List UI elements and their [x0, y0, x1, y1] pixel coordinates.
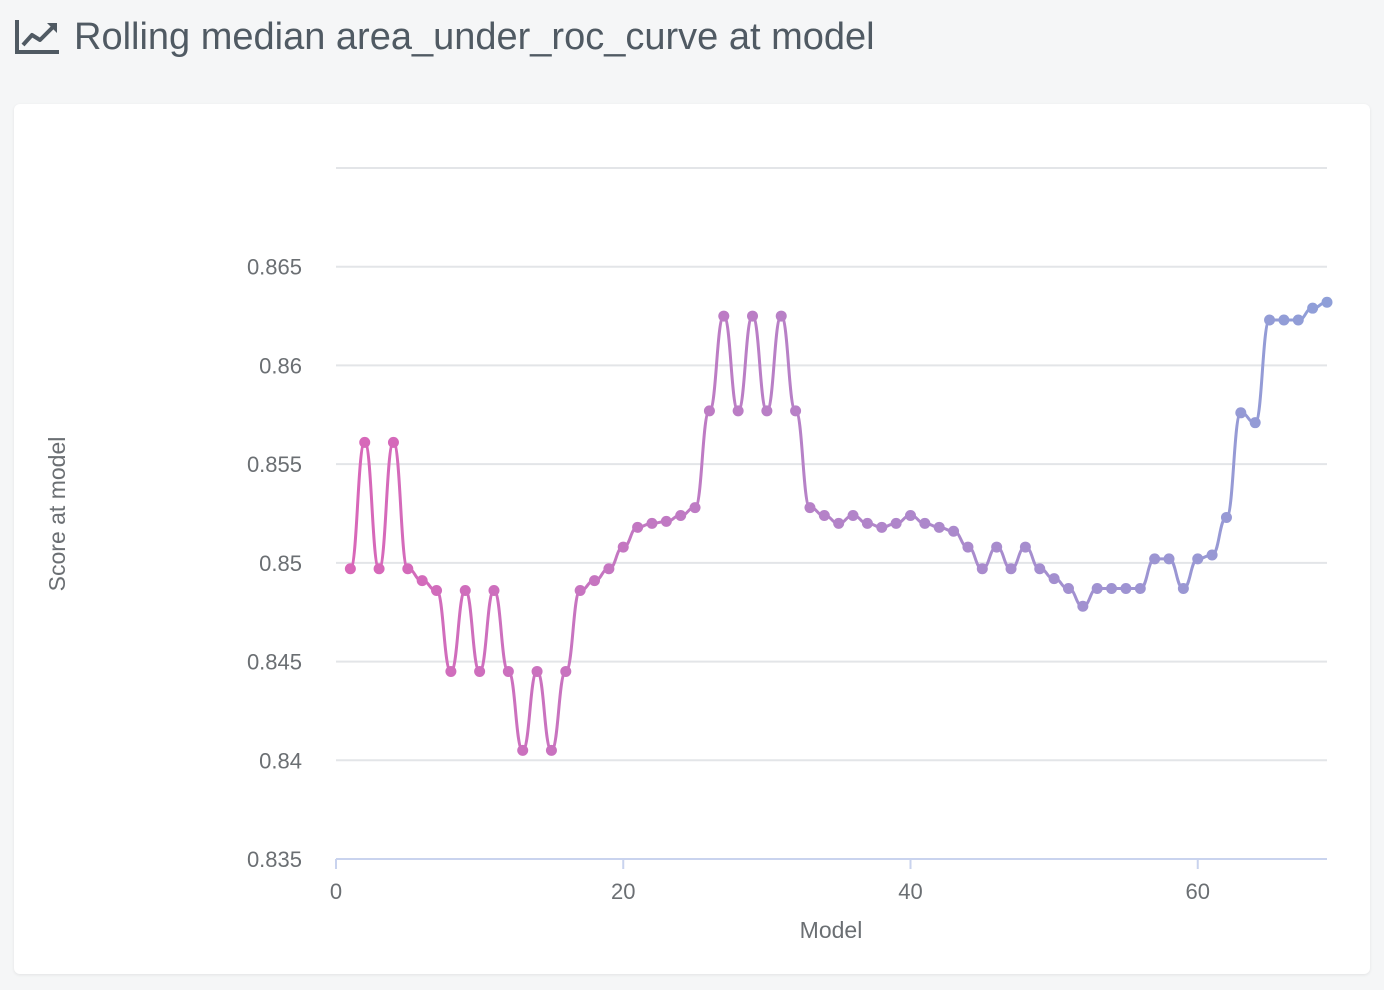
data-point[interactable] — [675, 509, 687, 521]
data-point[interactable] — [344, 563, 356, 575]
data-point[interactable] — [660, 515, 672, 527]
data-point[interactable] — [1120, 583, 1132, 595]
data-points — [344, 296, 1333, 756]
data-point[interactable] — [718, 310, 730, 322]
data-point[interactable] — [416, 575, 428, 587]
data-point[interactable] — [1019, 541, 1031, 553]
data-point[interactable] — [1220, 511, 1232, 523]
data-point[interactable] — [1249, 417, 1261, 429]
data-point[interactable] — [1034, 563, 1046, 575]
data-point[interactable] — [1264, 314, 1276, 326]
page-title: Rolling median area_under_roc_curve at m… — [74, 15, 875, 58]
data-point[interactable] — [1307, 302, 1319, 314]
grid-lines — [336, 167, 1327, 762]
data-point[interactable] — [431, 584, 443, 596]
y-tick-label: 0.845 — [247, 650, 302, 675]
data-point[interactable] — [904, 509, 916, 521]
data-point[interactable] — [1091, 583, 1103, 595]
x-tick-label: 0 — [330, 879, 342, 904]
x-tick-label: 40 — [898, 879, 922, 904]
data-point[interactable] — [933, 521, 945, 533]
data-point[interactable] — [517, 744, 529, 756]
x-axis-ticks: 0 20 40 60 — [330, 859, 1210, 904]
chart-card: 0.835 0.84 0.845 0.85 0.855 0.86 0.865 0 20 40 60… — [14, 104, 1370, 974]
data-point[interactable] — [991, 541, 1003, 553]
data-point[interactable] — [962, 541, 974, 553]
data-point[interactable] — [1077, 600, 1089, 612]
y-tick-label: 0.85 — [259, 551, 302, 576]
data-point[interactable] — [1134, 583, 1146, 595]
line-chart-icon — [15, 20, 59, 54]
x-tick-label: 20 — [611, 879, 635, 904]
x-tick-label: 60 — [1185, 879, 1209, 904]
data-point[interactable] — [488, 584, 500, 596]
line-chart: 0.835 0.84 0.845 0.85 0.855 0.86 0.865 0 20 40 60… — [44, 167, 1333, 943]
data-point[interactable] — [574, 584, 586, 596]
y-tick-label: 0.835 — [247, 847, 302, 872]
data-point[interactable] — [373, 563, 385, 575]
y-tick-label: 0.84 — [259, 748, 302, 773]
data-point[interactable] — [617, 541, 629, 553]
data-point[interactable] — [948, 525, 960, 537]
data-point[interactable] — [531, 665, 543, 677]
data-point[interactable] — [459, 584, 471, 596]
data-point[interactable] — [775, 310, 787, 322]
data-point[interactable] — [1192, 553, 1204, 565]
data-point[interactable] — [603, 563, 615, 575]
data-point[interactable] — [1235, 407, 1247, 419]
data-point[interactable] — [689, 502, 701, 514]
data-point[interactable] — [1278, 314, 1290, 326]
data-point[interactable] — [646, 517, 658, 529]
data-point[interactable] — [1206, 549, 1218, 561]
data-point[interactable] — [1048, 573, 1060, 585]
data-point[interactable] — [890, 517, 902, 529]
data-point[interactable] — [632, 521, 644, 533]
data-point[interactable] — [876, 521, 888, 533]
data-point[interactable] — [1149, 553, 1161, 565]
y-axis-ticks: 0.835 0.84 0.845 0.85 0.855 0.86 0.865 — [247, 255, 302, 872]
data-point[interactable] — [790, 405, 802, 417]
data-point[interactable] — [545, 744, 557, 756]
y-tick-label: 0.855 — [247, 452, 302, 477]
data-point[interactable] — [387, 436, 399, 448]
x-axis-label: Model — [800, 917, 863, 943]
data-point[interactable] — [589, 575, 601, 587]
data-point[interactable] — [445, 665, 457, 677]
data-point[interactable] — [703, 405, 715, 417]
data-point[interactable] — [359, 436, 371, 448]
data-point[interactable] — [1321, 296, 1333, 308]
y-tick-label: 0.86 — [259, 353, 302, 378]
data-point[interactable] — [761, 405, 773, 417]
data-point[interactable] — [804, 502, 816, 514]
data-point[interactable] — [833, 517, 845, 529]
data-point[interactable] — [560, 665, 572, 677]
y-axis-label: Score at model — [44, 437, 70, 592]
data-point[interactable] — [1177, 583, 1189, 595]
data-point[interactable] — [747, 310, 759, 322]
data-point[interactable] — [976, 563, 988, 575]
data-point[interactable] — [1163, 553, 1175, 565]
data-point[interactable] — [847, 509, 859, 521]
data-point[interactable] — [919, 517, 931, 529]
y-tick-label: 0.865 — [247, 255, 302, 280]
data-point[interactable] — [1005, 563, 1017, 575]
data-point[interactable] — [474, 665, 486, 677]
data-point[interactable] — [1062, 583, 1074, 595]
data-point[interactable] — [1292, 314, 1304, 326]
data-point[interactable] — [1106, 583, 1118, 595]
data-point[interactable] — [402, 563, 414, 575]
data-point[interactable] — [502, 665, 514, 677]
data-point[interactable] — [818, 509, 830, 521]
data-point[interactable] — [732, 405, 744, 417]
data-point[interactable] — [861, 517, 873, 529]
chart-header: Rolling median area_under_roc_curve at m… — [14, 14, 875, 60]
